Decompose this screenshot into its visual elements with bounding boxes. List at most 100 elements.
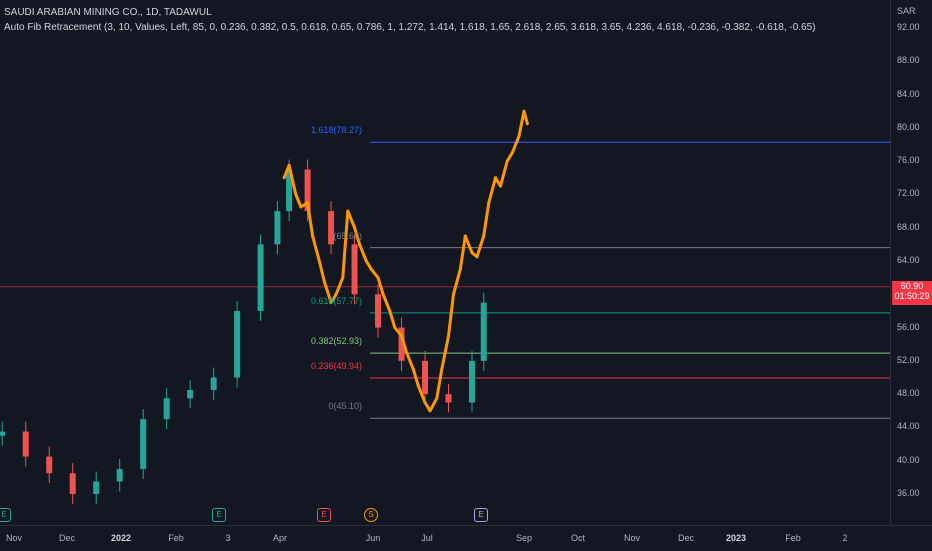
fib-level-label: 0.382(52.93) bbox=[310, 336, 362, 347]
overlay-point bbox=[322, 280, 326, 284]
overlay-point bbox=[440, 367, 444, 371]
time-tick-label: 2023 bbox=[725, 533, 747, 543]
overlay-point bbox=[400, 334, 404, 338]
currency-unit: SAR bbox=[897, 6, 916, 16]
indicator-legend[interactable]: Auto Fib Retracement (3, 10, Values, Lef… bbox=[4, 22, 816, 33]
price-tick-label: 84.00 bbox=[897, 88, 920, 99]
candle-body bbox=[445, 394, 452, 403]
fib-level-label: 1.618(78.27) bbox=[310, 125, 362, 136]
overlay-point bbox=[447, 334, 451, 338]
price-chart[interactable] bbox=[0, 0, 890, 525]
event-badge-earnings[interactable]: E bbox=[212, 508, 226, 522]
overlay-point bbox=[499, 184, 503, 188]
overlay-point bbox=[369, 267, 373, 271]
candle-body bbox=[22, 431, 29, 457]
fib-level-label: (65.60) bbox=[333, 230, 362, 241]
overlay-point bbox=[505, 159, 509, 163]
overlay-point bbox=[463, 234, 467, 238]
overlay-point bbox=[525, 122, 529, 126]
candle-body bbox=[398, 327, 405, 361]
candle-body bbox=[0, 431, 6, 436]
time-tick-label: Dec bbox=[58, 533, 76, 543]
overlay-point bbox=[517, 134, 521, 138]
candle-body bbox=[375, 294, 382, 328]
price-tick-label: 48.00 bbox=[897, 388, 920, 399]
candle-body bbox=[468, 360, 475, 403]
overlay-point bbox=[428, 409, 432, 413]
time-tick-label: 2 bbox=[842, 533, 848, 543]
candle-body bbox=[140, 419, 147, 470]
event-badge-earnings[interactable]: E bbox=[0, 508, 11, 522]
candle-body bbox=[304, 169, 311, 212]
overlay-point bbox=[405, 351, 409, 355]
time-tick-label: Nov bbox=[5, 533, 23, 543]
overlay-point bbox=[435, 396, 439, 400]
price-tick-label: 80.00 bbox=[897, 121, 920, 132]
candle-body bbox=[274, 211, 281, 245]
overlay-point bbox=[287, 163, 291, 167]
symbol-title: SAUDI ARABIAN MINING CO., 1D, TADAWUL bbox=[4, 7, 212, 18]
time-tick-label: 2022 bbox=[110, 533, 132, 543]
overlay-point bbox=[388, 309, 392, 313]
overlay-point bbox=[416, 384, 420, 388]
candle-body bbox=[257, 244, 264, 311]
price-tick-label: 76.00 bbox=[897, 155, 920, 166]
candle-body bbox=[286, 169, 293, 212]
price-axis[interactable]: SAR 92.00 88.00 84.00 80.00 76.00 72.00 68.00 6… bbox=[890, 0, 932, 525]
candle-body bbox=[480, 302, 487, 361]
current-price-tag: 60.90 01:50:29 bbox=[892, 280, 932, 305]
overlay-point bbox=[510, 151, 514, 155]
price-tick-label: 44.00 bbox=[897, 421, 920, 432]
candle-body bbox=[116, 469, 123, 482]
event-badge-split[interactable]: S bbox=[364, 508, 378, 522]
overlay-point bbox=[299, 205, 303, 209]
overlay-point bbox=[364, 259, 368, 263]
overlay-point bbox=[423, 400, 427, 404]
overlay-point bbox=[358, 242, 362, 246]
fib-level-label: 0.618(57.77) bbox=[310, 295, 362, 306]
candle-body bbox=[69, 473, 76, 494]
price-tick-label: 92.00 bbox=[897, 22, 920, 32]
price-tick-label: 56.00 bbox=[897, 321, 920, 332]
time-tick-label: Oct bbox=[570, 533, 586, 543]
event-badge-earnings[interactable]: E bbox=[317, 508, 331, 522]
candle-body bbox=[163, 398, 170, 420]
fib-level-label: 0.236(49.94) bbox=[310, 360, 362, 371]
time-tick-label: Jul bbox=[421, 533, 433, 543]
time-tick-label: Jun bbox=[365, 533, 381, 543]
time-tick-label: Feb bbox=[168, 533, 184, 543]
overlay-point bbox=[329, 301, 333, 305]
price-tick-label: 52.00 bbox=[897, 354, 920, 365]
time-tick-label: Nov bbox=[623, 533, 641, 543]
overlay-point bbox=[487, 201, 491, 205]
candle-body bbox=[422, 360, 429, 395]
candle-body bbox=[351, 244, 358, 295]
price-tick-label: 88.00 bbox=[897, 55, 920, 66]
overlay-point bbox=[294, 192, 298, 196]
overlay-point bbox=[353, 226, 357, 230]
overlay-point bbox=[334, 292, 338, 296]
fib-level-label: 0(45.10) bbox=[328, 401, 362, 412]
event-badge-earnings[interactable]: E bbox=[474, 508, 488, 522]
overlay-point bbox=[341, 276, 345, 280]
overlay-point bbox=[411, 367, 415, 371]
price-tick-label: 68.00 bbox=[897, 221, 920, 232]
candle-body bbox=[328, 211, 335, 245]
price-tick-label: 36.00 bbox=[897, 488, 920, 498]
price-tick-label: 72.00 bbox=[897, 188, 920, 199]
overlay-point bbox=[311, 234, 315, 238]
candle-body bbox=[210, 377, 217, 390]
time-tick-label: Apr bbox=[272, 533, 288, 543]
time-tick-label: Dec bbox=[677, 533, 695, 543]
current-price-value: 60.90 bbox=[900, 280, 924, 291]
overlay-point bbox=[493, 176, 497, 180]
time-axis[interactable]: Nov Dec 2022 Feb 3 Apr Jun Jul Sep Oct Nov Dec 2023 F… bbox=[0, 525, 932, 551]
overlay-point bbox=[470, 251, 474, 255]
overlay-point bbox=[376, 276, 380, 280]
overlay-point bbox=[317, 259, 321, 263]
overlay-point bbox=[458, 267, 462, 271]
overlay-point bbox=[381, 292, 385, 296]
overlay-point bbox=[346, 209, 350, 213]
price-tick-label: 40.00 bbox=[897, 454, 920, 465]
overlay-point bbox=[282, 176, 286, 180]
